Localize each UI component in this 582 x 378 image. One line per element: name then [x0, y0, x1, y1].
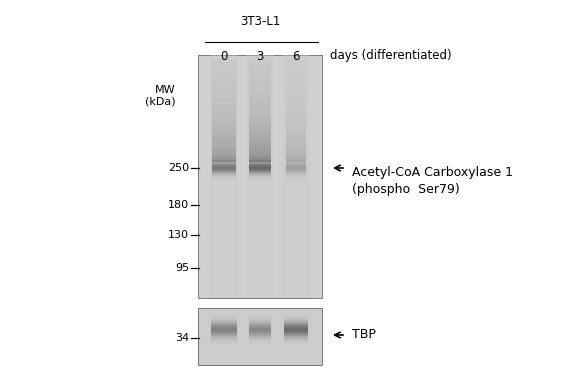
Text: 3T3-L1: 3T3-L1	[240, 15, 280, 28]
Text: Acetyl-CoA Carboxylase 1
(phospho  Ser79): Acetyl-CoA Carboxylase 1 (phospho Ser79)	[352, 166, 513, 196]
Text: 95: 95	[175, 263, 189, 273]
Text: 250: 250	[168, 163, 189, 173]
Text: 0: 0	[221, 50, 228, 62]
Bar	[198, 308, 322, 365]
Text: TBP: TBP	[352, 328, 376, 341]
Bar	[282, 55, 310, 298]
Text: 34: 34	[175, 333, 189, 343]
Text: 3: 3	[256, 50, 264, 62]
Text: 130: 130	[168, 230, 189, 240]
Bar	[210, 55, 238, 298]
Bar	[198, 55, 322, 298]
Bar	[246, 55, 274, 298]
Text: 180: 180	[168, 200, 189, 210]
Text: days (differentiated): days (differentiated)	[330, 50, 452, 62]
Text: MW
(kDa): MW (kDa)	[146, 85, 176, 107]
Text: 6: 6	[292, 50, 300, 62]
